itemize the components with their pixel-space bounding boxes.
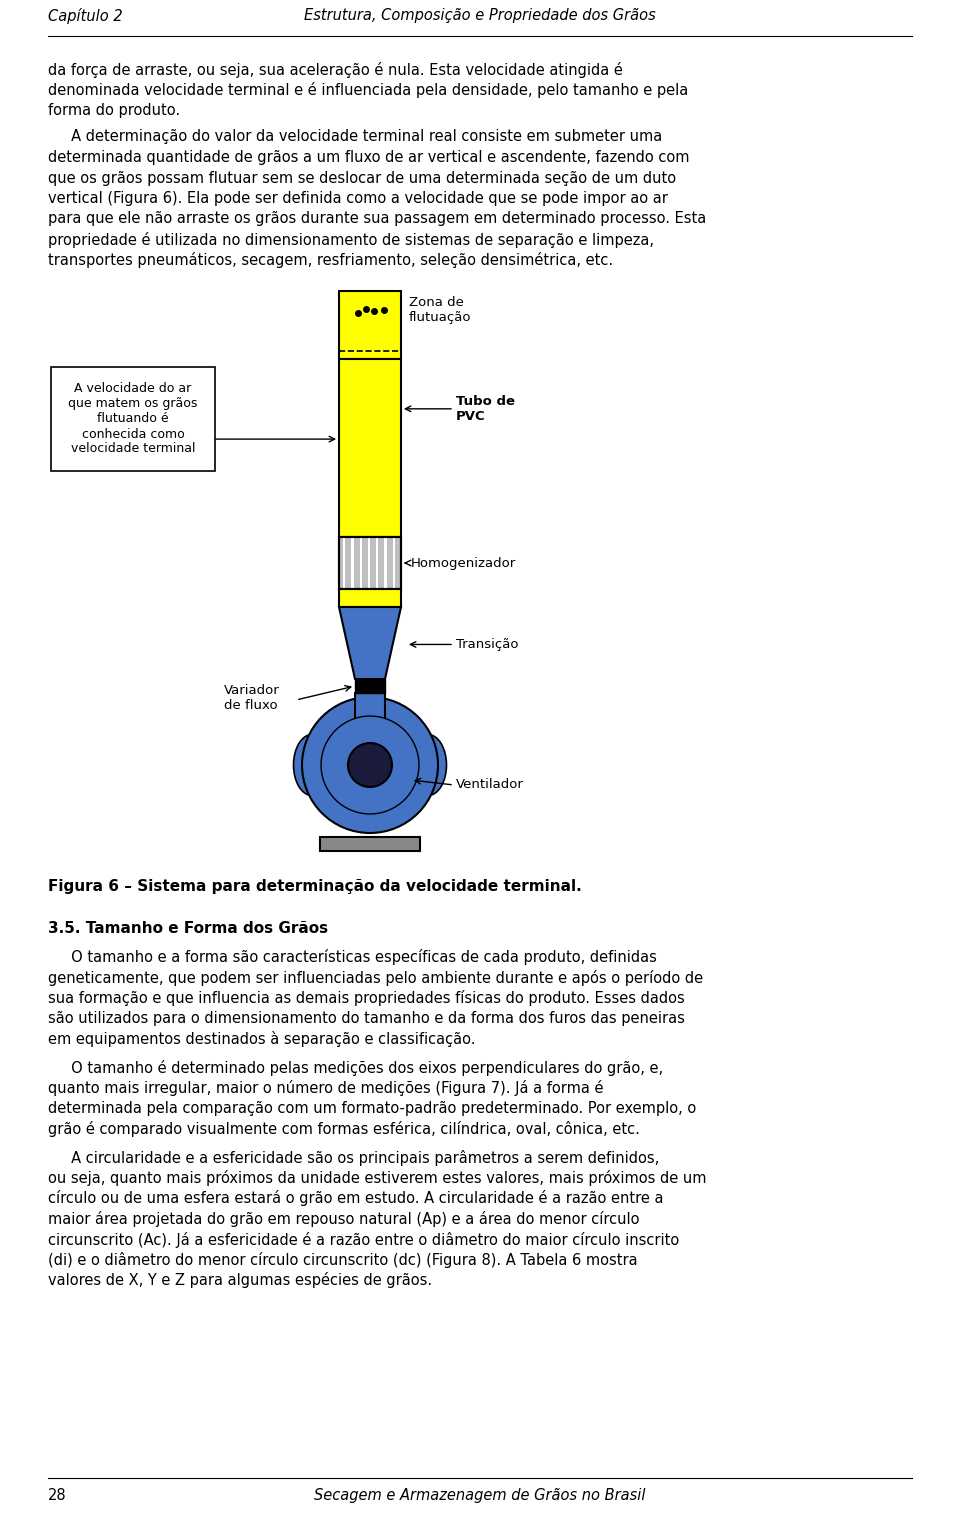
Text: 3.5. Tamanho e Forma dos Grãos: 3.5. Tamanho e Forma dos Grãos — [48, 921, 328, 936]
Text: Secagem e Armazenagem de Grãos no Brasil: Secagem e Armazenagem de Grãos no Brasil — [314, 1488, 646, 1503]
Text: da força de arraste, ou seja, sua aceleração é nula. Esta velocidade atingida é: da força de arraste, ou seja, sua aceler… — [48, 62, 623, 79]
Bar — [393, 537, 395, 589]
Text: determinada pela comparação com um formato-padrão predeterminado. Por exemplo, o: determinada pela comparação com um forma… — [48, 1101, 696, 1116]
Text: círculo ou de uma esfera estará o grão em estudo. A circularidade é a razão entr: círculo ou de uma esfera estará o grão e… — [48, 1190, 663, 1207]
Bar — [351, 537, 353, 589]
Text: Figura 6 – Sistema para determinação da velocidade terminal.: Figura 6 – Sistema para determinação da … — [48, 880, 582, 893]
Text: Variador
de fluxo: Variador de fluxo — [224, 684, 279, 712]
Text: vertical (Figura 6). Ela pode ser definida como a velocidade que se pode impor a: vertical (Figura 6). Ela pode ser defini… — [48, 191, 668, 206]
Text: sua formação e que influencia as demais propriedades físicas do produto. Esses d: sua formação e que influencia as demais … — [48, 990, 684, 1005]
Text: Transição: Transição — [456, 637, 518, 651]
Text: para que ele não arraste os grãos durante sua passagem em determinado processo. : para que ele não arraste os grãos durant… — [48, 212, 707, 227]
Text: A circularidade e a esfericidade são os principais parâmetros a serem definidos,: A circularidade e a esfericidade são os … — [48, 1149, 660, 1166]
Ellipse shape — [409, 734, 446, 795]
Text: valores de X, Y e Z para algumas espécies de grãos.: valores de X, Y e Z para algumas espécie… — [48, 1272, 432, 1288]
Bar — [368, 537, 371, 589]
Text: geneticamente, que podem ser influenciadas pelo ambiente durante e após o períod: geneticamente, que podem ser influenciad… — [48, 969, 703, 986]
Text: Homogenizador: Homogenizador — [411, 557, 516, 569]
Text: grão é comparado visualmente com formas esférica, cilíndrica, oval, cônica, etc.: grão é comparado visualmente com formas … — [48, 1120, 640, 1137]
Text: 28: 28 — [48, 1488, 66, 1503]
Text: propriedade é utilizada no dimensionamento de sistemas de separação e limpeza,: propriedade é utilizada no dimensionamen… — [48, 232, 654, 248]
Circle shape — [321, 716, 419, 815]
Bar — [339, 291, 401, 359]
Bar — [339, 589, 401, 607]
Bar — [384, 537, 387, 589]
Text: são utilizados para o dimensionamento do tamanho e da forma dos furos das peneir: são utilizados para o dimensionamento do… — [48, 1010, 684, 1025]
Text: A determinação do valor da velocidade terminal real consiste em submeter uma: A determinação do valor da velocidade te… — [48, 130, 662, 144]
Text: determinada quantidade de grãos a um fluxo de ar vertical e ascendente, fazendo : determinada quantidade de grãos a um flu… — [48, 150, 689, 165]
Polygon shape — [339, 607, 401, 678]
Text: em equipamentos destinados à separação e classificação.: em equipamentos destinados à separação e… — [48, 1031, 475, 1048]
Text: forma do produto.: forma do produto. — [48, 103, 180, 118]
Text: Estrutura, Composição e Propriedade dos Grãos: Estrutura, Composição e Propriedade dos … — [304, 8, 656, 23]
Bar — [355, 693, 385, 737]
Text: O tamanho e a forma são características específicas de cada produto, definidas: O tamanho e a forma são características … — [48, 949, 657, 964]
Bar — [376, 537, 378, 589]
Bar — [339, 359, 401, 537]
Text: Zona de
flutuação: Zona de flutuação — [409, 297, 471, 324]
Circle shape — [348, 743, 392, 787]
Text: Capítulo 2: Capítulo 2 — [48, 8, 123, 24]
Text: circunscrito (Ac). Já a esfericidade é a razão entre o diâmetro do maior círculo: circunscrito (Ac). Já a esfericidade é a… — [48, 1231, 680, 1248]
Text: transportes pneumáticos, secagem, resfriamento, seleção densimétrica, etc.: transportes pneumáticos, secagem, resfri… — [48, 253, 613, 268]
Text: ou seja, quanto mais próximos da unidade estiverem estes valores, mais próximos : ou seja, quanto mais próximos da unidade… — [48, 1170, 707, 1185]
Ellipse shape — [294, 734, 331, 795]
Bar — [343, 537, 346, 589]
Text: Ventilador: Ventilador — [456, 778, 524, 792]
Bar — [355, 678, 385, 693]
Text: A velocidade do ar
que matem os grãos
flutuando é
conhecida como
velocidade term: A velocidade do ar que matem os grãos fl… — [68, 383, 198, 456]
FancyBboxPatch shape — [51, 366, 215, 471]
Text: maior área projetada do grão em repouso natural (Ap) e a área do menor círculo: maior área projetada do grão em repouso … — [48, 1211, 639, 1226]
Text: Tubo de
PVC: Tubo de PVC — [456, 395, 515, 422]
Text: que os grãos possam flutuar sem se deslocar de uma determinada seção de um duto: que os grãos possam flutuar sem se deslo… — [48, 171, 676, 186]
Bar — [339, 537, 401, 589]
Bar — [320, 837, 420, 851]
Text: (di) e o diâmetro do menor círculo circunscrito (dc) (Figura 8). A Tabela 6 most: (di) e o diâmetro do menor círculo circu… — [48, 1252, 637, 1269]
Text: quanto mais irregular, maior o número de medições (Figura 7). Já a forma é: quanto mais irregular, maior o número de… — [48, 1079, 604, 1096]
Bar — [360, 537, 362, 589]
Circle shape — [302, 696, 438, 833]
Bar — [339, 537, 401, 589]
Text: O tamanho é determinado pelas medições dos eixos perpendiculares do grão, e,: O tamanho é determinado pelas medições d… — [48, 1060, 663, 1075]
Text: denominada velocidade terminal e é influenciada pela densidade, pelo tamanho e p: denominada velocidade terminal e é influ… — [48, 82, 688, 98]
